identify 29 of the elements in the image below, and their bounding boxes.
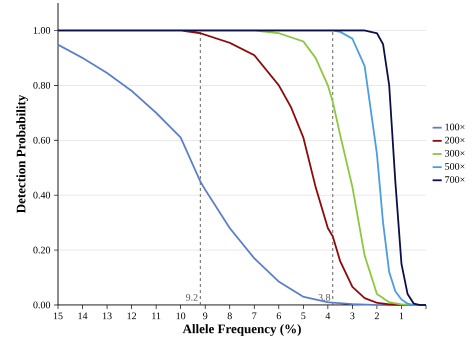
x-tick-label: 3 (350, 312, 355, 320)
y-tick-label: 1.00 (34, 27, 50, 34)
y-tick-label: 0.00 (33, 302, 50, 308)
legend-label: 200× (445, 136, 464, 144)
legend-label: 100× (445, 124, 464, 130)
x-axis-title: Allele Frequency (%) (182, 324, 301, 336)
legend-label: 300× (445, 150, 464, 157)
x-tick-label: 5 (301, 312, 306, 320)
x-tick-label: 6 (276, 312, 281, 320)
x-tick-label: 12 (127, 312, 136, 320)
legend-label: 500× (445, 163, 464, 170)
y-axis-title: Detection Probability (16, 94, 28, 214)
x-tick-label: 15 (54, 312, 63, 320)
x-tick-label: 2 (374, 312, 379, 320)
x-tick-label: 8 (228, 312, 232, 320)
x-tick-label: 7 (252, 312, 256, 320)
x-tick-label: 1 (400, 312, 404, 320)
x-tick-label: 9 (203, 312, 208, 320)
y-tick-label: 0.40 (33, 192, 50, 199)
y-tick-label: 0.60 (33, 136, 50, 144)
x-tick-label: 11 (152, 312, 160, 320)
x-tick-label: 14 (78, 312, 88, 320)
y-tick-label: 0.80 (33, 82, 50, 89)
legend-label: 700× (445, 176, 464, 183)
ref-line-label: 9.2 (186, 294, 198, 301)
y-tick-label: 0.20 (33, 246, 50, 254)
x-tick-label: 13 (102, 312, 112, 320)
x-tick-label: 4 (326, 312, 330, 320)
x-tick-label: 10 (176, 312, 186, 320)
